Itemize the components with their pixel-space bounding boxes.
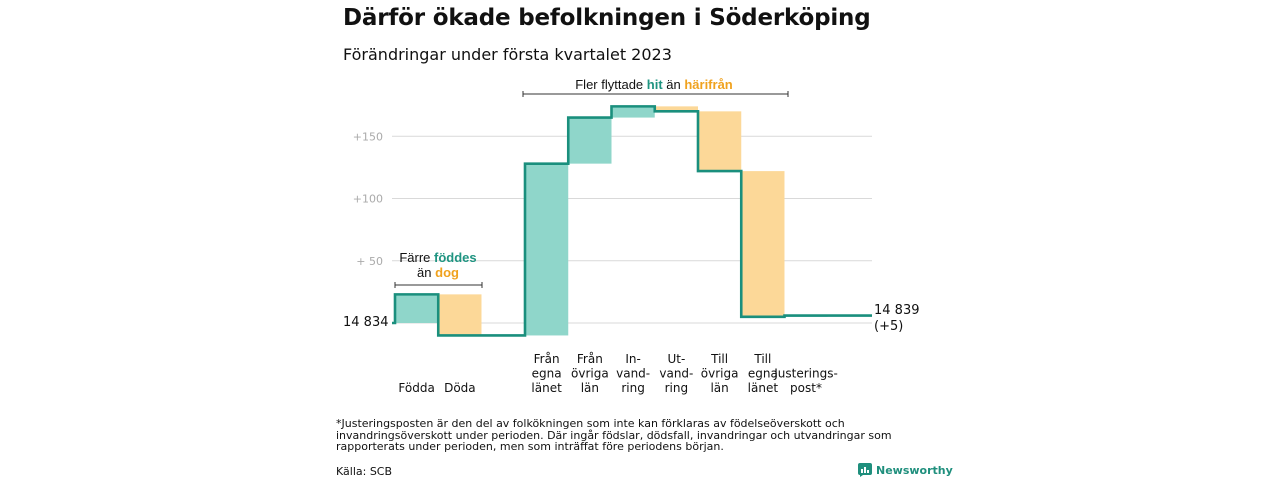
bar-invandring — [611, 106, 655, 118]
svg-text:Fler flyttade hit än härifrån: Fler flyttade hit än härifrån — [575, 77, 733, 92]
brand-name: Newsworthy — [876, 463, 953, 477]
bar-frånegnalänet — [525, 163, 569, 336]
category-label: län — [581, 381, 599, 395]
category-label: Justerings- — [773, 367, 838, 381]
end-change-label: (+5) — [874, 319, 903, 334]
cumulative-line — [392, 105, 872, 337]
migration-annotation: Fler flyttade hit än härifrån — [522, 77, 789, 97]
y-tick-label: +100 — [353, 193, 383, 206]
bars — [395, 106, 828, 336]
newsworthy-icon — [858, 463, 872, 477]
category-labels: Födda DödaFrånegnalänetFrånövrigalänIn-va… — [398, 352, 837, 395]
bar-födda — [395, 294, 439, 323]
category-label: post* — [790, 381, 822, 395]
svg-text:än dog: än dog — [417, 265, 459, 280]
bar-utvandring — [654, 106, 698, 112]
footnote: *Justeringsposten är den del av folkökni… — [336, 417, 892, 453]
start-value-label: 14 834 — [343, 315, 389, 330]
category-label: Till — [753, 352, 771, 366]
category-label: Från — [577, 352, 603, 366]
category-label: länet — [531, 381, 562, 395]
chart-subtitle: Förändringar under första kvartalet 2023 — [343, 45, 672, 64]
y-tick-labels: + 50 +100 +150 — [353, 130, 383, 268]
category-label: egna — [532, 367, 562, 381]
category-label: egna — [748, 367, 778, 381]
category-label: vand- — [616, 367, 650, 381]
births-annotation: Färre föddes än dog — [394, 250, 483, 288]
category-label: övriga — [701, 367, 739, 381]
category-label: ring — [665, 381, 689, 395]
category-label: vand- — [659, 367, 693, 381]
end-value-label: 14 839 — [874, 303, 920, 318]
category-label: Döda — [444, 381, 476, 395]
category-label: övriga — [571, 367, 609, 381]
source-label: Källa: SCB — [336, 465, 393, 478]
category-label: Till — [710, 352, 728, 366]
bar-tillövrigalän — [698, 111, 742, 172]
bar-frånövrigalän — [568, 117, 612, 164]
newsworthy-logo: Newsworthy — [858, 463, 953, 477]
bar-tillegnalänet — [741, 171, 785, 317]
category-label: län — [710, 381, 728, 395]
category-label: Ut- — [667, 352, 685, 366]
y-tick-label: + 50 — [356, 255, 383, 268]
category-label: Födda — [398, 381, 434, 395]
bar-döda — [438, 294, 482, 336]
chart-title: Därför ökade befolkningen i Söderköping — [343, 5, 871, 31]
category-label: Från — [534, 352, 560, 366]
y-tick-label: +150 — [353, 130, 383, 143]
category-label: ring — [621, 381, 645, 395]
step-line — [392, 105, 872, 337]
category-label: In- — [625, 352, 640, 366]
category-label: länet — [748, 381, 779, 395]
svg-text:Färre föddes: Färre föddes — [399, 250, 476, 265]
